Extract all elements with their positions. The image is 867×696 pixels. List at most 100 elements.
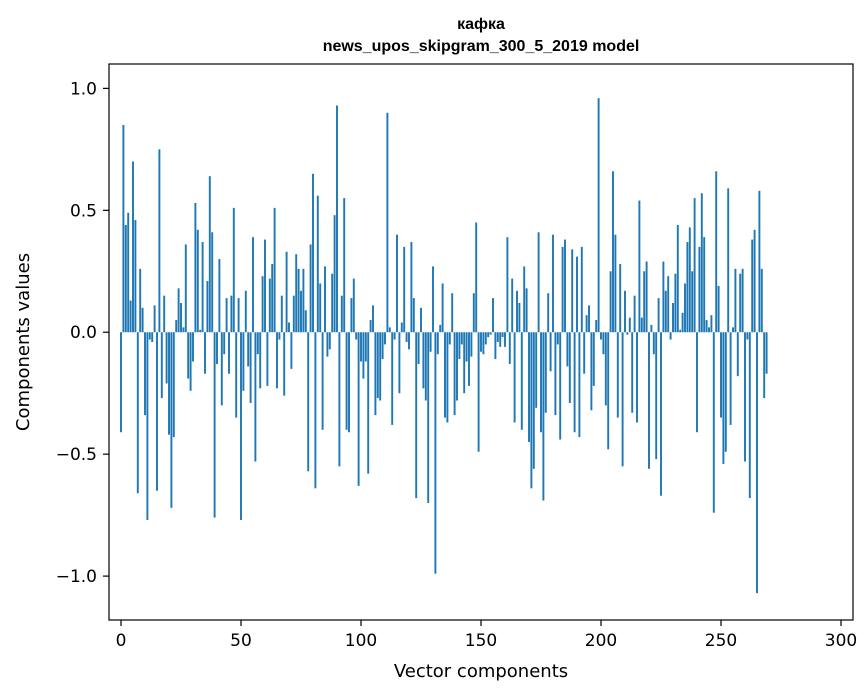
bar bbox=[528, 332, 530, 442]
bar bbox=[710, 315, 713, 333]
bar bbox=[283, 332, 286, 396]
bar bbox=[304, 310, 307, 333]
bar bbox=[660, 332, 662, 496]
bar bbox=[465, 332, 468, 362]
bar bbox=[729, 332, 732, 425]
bar bbox=[352, 278, 355, 333]
bar bbox=[177, 288, 180, 333]
bar bbox=[636, 332, 638, 423]
y-tick-label: 0.5 bbox=[70, 201, 97, 221]
bar bbox=[256, 332, 259, 355]
x-tick-label: 200 bbox=[585, 631, 617, 651]
bar bbox=[324, 266, 326, 333]
bar bbox=[292, 295, 295, 333]
bar bbox=[405, 332, 408, 342]
bar bbox=[175, 320, 178, 333]
bar bbox=[417, 332, 420, 364]
bar bbox=[578, 332, 581, 438]
bar bbox=[482, 332, 485, 355]
bar bbox=[448, 332, 451, 345]
bar bbox=[537, 232, 540, 333]
bar bbox=[487, 332, 490, 338]
bar bbox=[489, 332, 492, 335]
bar bbox=[669, 332, 672, 340]
bar bbox=[333, 215, 336, 333]
bar bbox=[266, 332, 269, 386]
bar bbox=[350, 298, 353, 333]
bar bbox=[129, 300, 132, 333]
bar bbox=[568, 332, 571, 403]
bar bbox=[676, 224, 679, 333]
bar bbox=[674, 273, 677, 333]
bar bbox=[535, 332, 538, 408]
bar bbox=[616, 332, 619, 418]
bar bbox=[156, 332, 158, 491]
bar bbox=[499, 332, 502, 347]
bar bbox=[381, 332, 384, 360]
bar bbox=[508, 332, 511, 364]
bar bbox=[187, 332, 190, 379]
bar bbox=[276, 332, 278, 389]
bar bbox=[602, 332, 605, 355]
bar bbox=[360, 332, 362, 362]
bar bbox=[374, 332, 377, 416]
bar bbox=[732, 327, 734, 333]
x-tick-label: 300 bbox=[825, 631, 857, 651]
bar bbox=[235, 332, 238, 418]
bar bbox=[640, 317, 643, 333]
bar bbox=[724, 332, 727, 452]
bar bbox=[626, 332, 629, 335]
bar bbox=[218, 259, 221, 333]
bar bbox=[141, 307, 144, 333]
bar bbox=[592, 332, 595, 386]
bar bbox=[230, 295, 233, 333]
bar bbox=[504, 332, 506, 347]
bar bbox=[511, 278, 514, 333]
bar bbox=[703, 237, 706, 333]
bar bbox=[501, 332, 504, 338]
bar bbox=[211, 232, 214, 333]
bar bbox=[144, 332, 146, 416]
bar bbox=[652, 332, 655, 355]
bar bbox=[633, 295, 636, 333]
bar bbox=[506, 237, 509, 333]
bar bbox=[247, 332, 250, 367]
bar bbox=[624, 290, 626, 333]
bar bbox=[132, 161, 134, 333]
bar bbox=[523, 266, 526, 333]
bar bbox=[734, 268, 737, 333]
bar bbox=[549, 332, 552, 372]
bar-series bbox=[120, 98, 768, 594]
bar bbox=[631, 332, 634, 413]
bar bbox=[127, 212, 130, 333]
bar bbox=[446, 332, 449, 423]
bar bbox=[609, 271, 612, 333]
bar bbox=[388, 327, 391, 333]
bar bbox=[158, 149, 161, 333]
bar bbox=[184, 244, 187, 333]
bar bbox=[384, 332, 386, 345]
bar bbox=[566, 332, 569, 367]
bar bbox=[403, 246, 406, 333]
x-tick-label: 50 bbox=[230, 631, 252, 651]
bar bbox=[364, 332, 367, 362]
bar bbox=[134, 220, 137, 333]
bar bbox=[393, 332, 396, 340]
bar bbox=[540, 332, 542, 433]
bar bbox=[168, 332, 170, 435]
bar bbox=[192, 332, 194, 362]
x-tick-label: 250 bbox=[705, 631, 737, 651]
bar bbox=[571, 249, 574, 333]
bar bbox=[700, 193, 703, 333]
bar bbox=[136, 332, 139, 494]
bar bbox=[621, 332, 624, 467]
bar bbox=[148, 332, 151, 340]
bar bbox=[249, 332, 252, 403]
bar bbox=[564, 239, 566, 333]
bar bbox=[727, 188, 730, 333]
bar bbox=[664, 290, 667, 333]
bar bbox=[424, 332, 427, 401]
bar bbox=[520, 332, 523, 430]
x-tick-label: 150 bbox=[465, 631, 497, 651]
bar bbox=[208, 176, 211, 333]
